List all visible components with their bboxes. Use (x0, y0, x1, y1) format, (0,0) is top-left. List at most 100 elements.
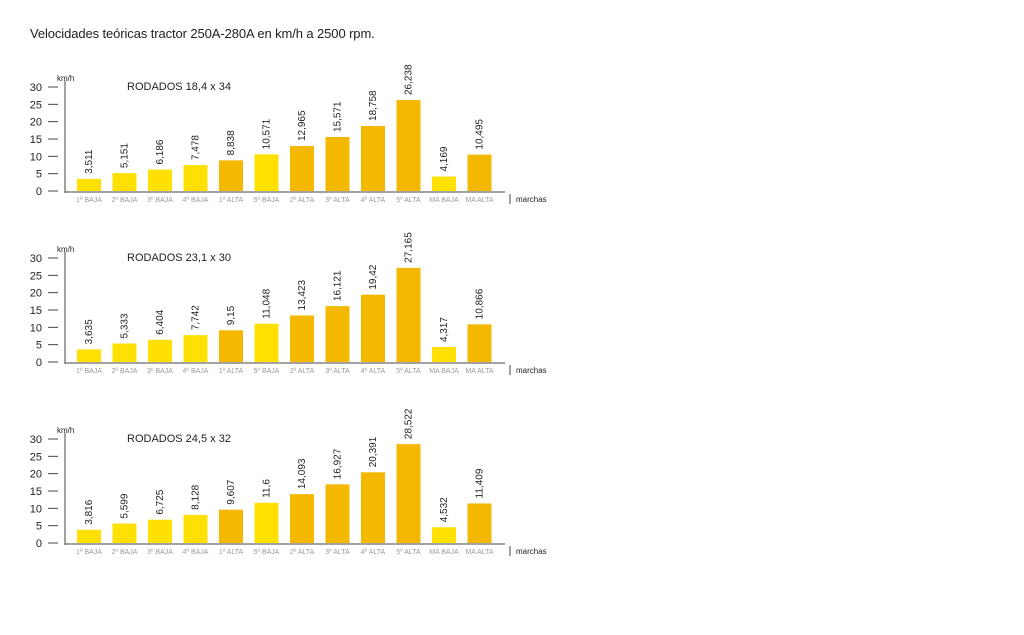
y-unit-label: km/h (57, 74, 74, 83)
data-label: 7,478 (191, 135, 202, 160)
bar (325, 306, 350, 362)
x-axis-title: marchas (516, 195, 547, 204)
data-label: 20,391 (368, 436, 379, 467)
data-label: 9,607 (226, 479, 237, 504)
data-label: 5,151 (120, 143, 131, 168)
category-label: 4º BAJA (183, 368, 209, 375)
category-label: 5º BAJA (254, 197, 280, 204)
page-title: Velocidades teóricas tractor 250A-280A e… (30, 26, 375, 41)
data-label: 5,599 (120, 493, 131, 518)
category-label: 5º ALTA (396, 197, 421, 204)
bar (361, 125, 385, 191)
chart-panel-3: RODADOS 24,5 x 32 km/h 0 5 10 15 20 25 30 marchas… (30, 408, 547, 556)
category-label: 2º ALTA (290, 197, 315, 204)
category-label: MA ALTA (465, 549, 493, 556)
bar (290, 494, 314, 543)
data-label: 10,571 (262, 118, 273, 149)
x-axis-title: marchas (516, 366, 547, 375)
bar (219, 330, 243, 362)
bar (432, 347, 456, 362)
category-label: 3º ALTA (325, 197, 350, 204)
bar (77, 349, 101, 362)
data-label: 4,169 (439, 146, 450, 171)
data-label: 19,42 (368, 264, 379, 289)
y-tick-label: 25 (30, 270, 42, 282)
bar (396, 100, 421, 191)
category-label: 1º BAJA (76, 197, 102, 204)
category-label: 1º ALTA (219, 549, 244, 556)
data-label: 16,927 (333, 448, 344, 479)
bar (148, 339, 172, 362)
category-label: 2º BAJA (112, 197, 138, 204)
bar (290, 146, 314, 191)
category-label: 4º ALTA (361, 549, 386, 556)
category-label: 5º BAJA (254, 549, 280, 556)
bar (183, 514, 208, 543)
category-label: 3º ALTA (325, 368, 350, 375)
bar (467, 154, 492, 191)
y-tick-label: 15 (30, 134, 42, 146)
bar (361, 472, 385, 543)
y-tick-label: 30 (30, 253, 42, 265)
data-label: 11,409 (475, 468, 486, 498)
data-label: 10,495 (475, 119, 486, 150)
data-label: 8,128 (191, 484, 202, 509)
category-label: MA ALTA (465, 368, 493, 375)
y-tick-label: 5 (36, 169, 42, 181)
category-label: 1º ALTA (219, 368, 244, 375)
bar (325, 137, 350, 191)
bar (254, 502, 279, 543)
y-unit-label: km/h (57, 426, 74, 435)
y-tick-label: 15 (30, 486, 42, 498)
data-label: 6,725 (155, 489, 166, 514)
panel-title: RODADOS 23,1 x 30 (127, 252, 231, 264)
category-label: MA BAJA (429, 197, 459, 204)
y-tick-label: 20 (30, 288, 42, 300)
data-label: 13,423 (297, 279, 308, 310)
bar (148, 169, 172, 191)
bar (219, 160, 243, 191)
bar (396, 267, 421, 362)
data-label: 16,121 (333, 270, 344, 301)
bar (467, 324, 492, 362)
bar (112, 343, 137, 362)
data-label: 27,165 (404, 232, 415, 263)
y-tick-label: 10 (30, 322, 42, 334)
bar (77, 178, 101, 191)
chart-panel-1: RODADOS 18,4 x 34 km/h 0 5 10 15 20 25 30 marchas… (30, 64, 547, 204)
bar (183, 335, 208, 362)
category-label: 5º ALTA (396, 549, 421, 556)
y-tick-label: 0 (36, 186, 42, 198)
bar (432, 527, 456, 543)
y-tick-label: 0 (36, 357, 42, 369)
bar (361, 294, 385, 362)
category-label: 1º BAJA (76, 368, 102, 375)
data-label: 10,866 (475, 288, 486, 319)
data-label: 12,965 (297, 110, 308, 141)
category-label: MA ALTA (465, 197, 493, 204)
y-unit-label: km/h (57, 245, 74, 254)
y-tick-label: 20 (30, 117, 42, 129)
category-label: 2º ALTA (290, 368, 315, 375)
data-label: 7,742 (191, 305, 202, 330)
data-label: 4,532 (439, 497, 450, 522)
data-label: 11,048 (262, 288, 273, 318)
chart-panel-2: RODADOS 23,1 x 30 km/h 0 5 10 15 20 25 30 marchas… (30, 232, 547, 375)
data-label: 3,635 (84, 319, 95, 344)
category-label: 4º ALTA (361, 197, 386, 204)
y-tick-label: 0 (36, 538, 42, 550)
category-label: 2º ALTA (290, 549, 315, 556)
bar (432, 176, 456, 191)
category-label: 4º ALTA (361, 368, 386, 375)
y-tick-label: 5 (36, 521, 42, 533)
data-label: 8,838 (226, 130, 237, 155)
category-label: MA BAJA (429, 368, 459, 375)
category-label: 3º ALTA (325, 549, 350, 556)
category-label: 2º BAJA (112, 549, 138, 556)
bar (325, 484, 350, 543)
bar (112, 523, 137, 543)
bar (396, 444, 421, 543)
category-label: 5º ALTA (396, 368, 421, 375)
bar (290, 315, 314, 362)
bar (112, 173, 137, 191)
